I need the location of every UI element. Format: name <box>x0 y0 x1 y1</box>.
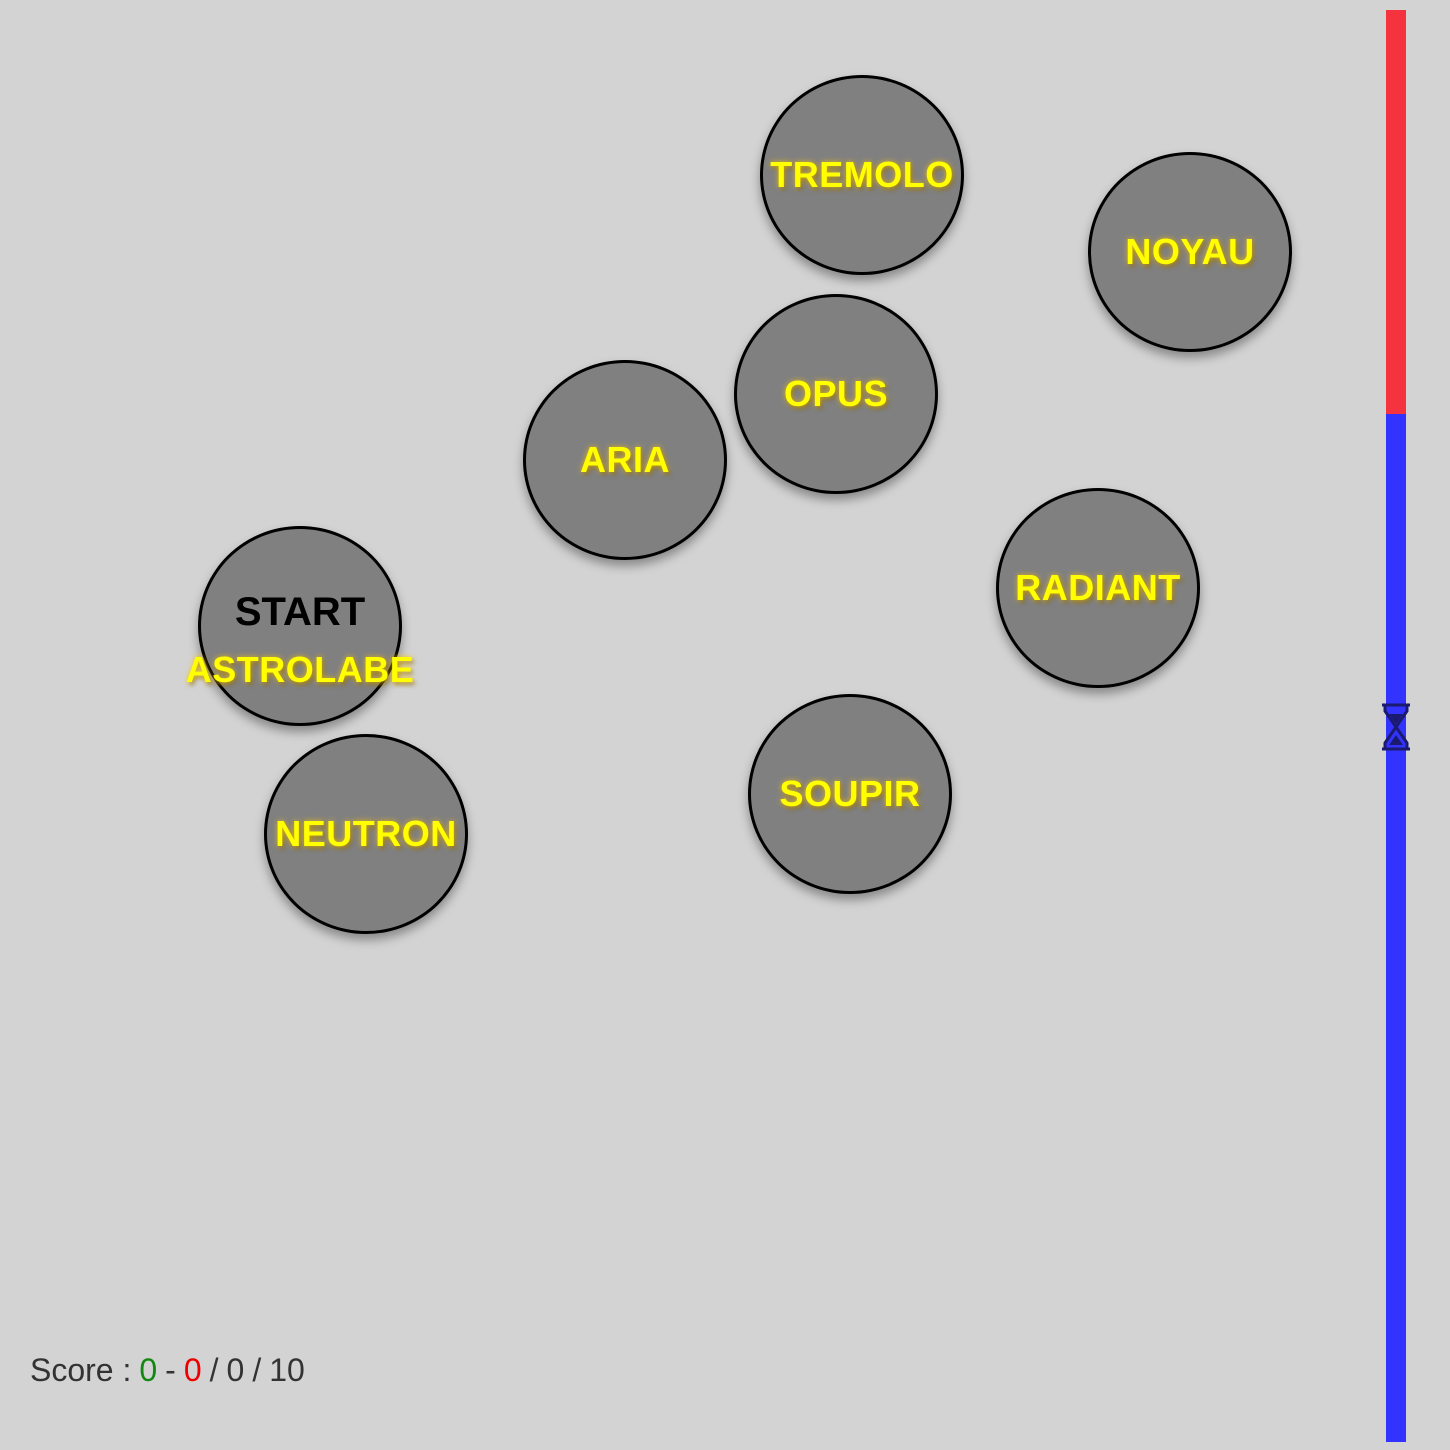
word-label: ASTROLABE <box>185 648 415 690</box>
score-separator: - <box>165 1352 176 1388</box>
score-correct: 0 <box>139 1352 158 1388</box>
word-label: SOUPIR <box>779 773 921 814</box>
word-bubble-noyau[interactable]: NOYAU <box>1088 152 1292 352</box>
word-bubble-opus[interactable]: OPUS <box>734 294 938 494</box>
word-bubble-tremolo[interactable]: TREMOLO <box>760 75 964 275</box>
timer-elapsed-fill <box>1386 10 1406 414</box>
score-label: Score : <box>30 1352 132 1388</box>
score-display: Score :0-0/0/10 <box>26 1352 309 1389</box>
start-label: START <box>234 589 366 634</box>
game-board: TREMOLO NOYAU OPUS ARIA RADIANT START AS… <box>186 75 1292 934</box>
score-total: 10 <box>269 1352 305 1388</box>
score-slash: / <box>252 1352 262 1388</box>
score-wrong: 0 <box>183 1352 202 1388</box>
word-bubble-radiant[interactable]: RADIANT <box>996 488 1200 688</box>
word-bubble-neutron[interactable]: NEUTRON <box>264 734 468 934</box>
word-label: TREMOLO <box>770 154 954 195</box>
word-label: OPUS <box>783 373 889 414</box>
score-answered: 0 <box>226 1352 245 1388</box>
word-bubble-soupir[interactable]: SOUPIR <box>748 694 952 894</box>
word-label: NEUTRON <box>275 813 457 854</box>
word-label: NOYAU <box>1125 231 1255 272</box>
word-bubble-aria[interactable]: ARIA <box>523 360 727 560</box>
score-slash: / <box>209 1352 219 1388</box>
word-label: RADIANT <box>1015 567 1181 608</box>
start-bubble-astrolabe[interactable]: START ASTROLABE <box>186 526 414 726</box>
word-label: ARIA <box>580 439 670 480</box>
hourglass-icon <box>1382 703 1410 751</box>
